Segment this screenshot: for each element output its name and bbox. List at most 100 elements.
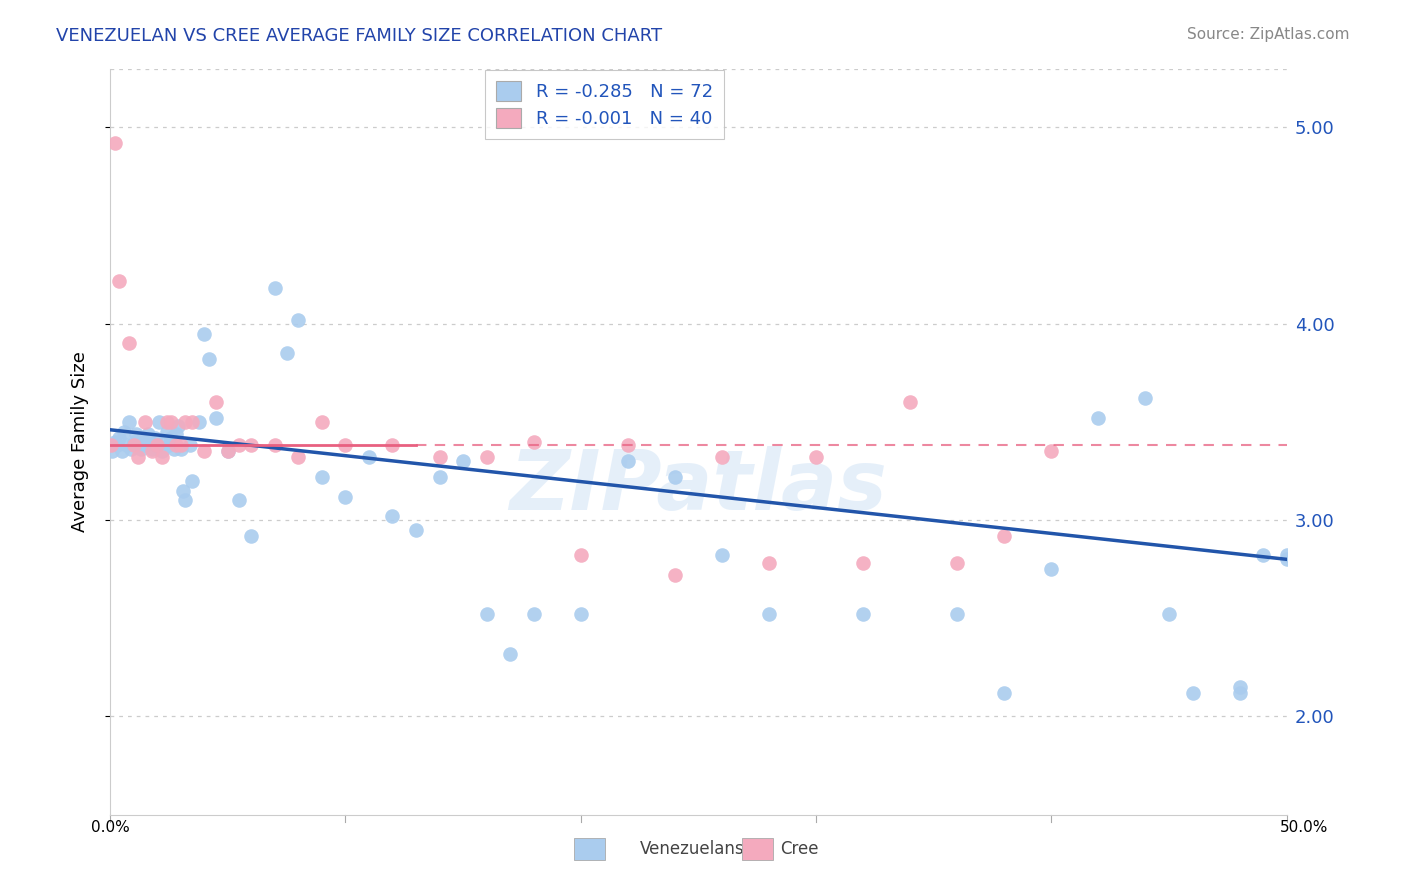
Point xyxy=(155,425,177,439)
Point xyxy=(523,434,546,449)
Point xyxy=(167,418,190,433)
Point xyxy=(125,426,148,441)
Text: 0.0%: 0.0% xyxy=(91,821,131,835)
Point xyxy=(758,607,780,622)
Text: Cree: Cree xyxy=(780,840,818,858)
Text: 50.0%: 50.0% xyxy=(1281,821,1329,835)
Point xyxy=(181,415,204,429)
Point xyxy=(1229,680,1251,694)
Point xyxy=(475,607,498,622)
Point xyxy=(263,281,285,295)
Point xyxy=(127,438,149,452)
Point xyxy=(157,438,180,452)
Point xyxy=(150,444,173,458)
Point xyxy=(122,434,145,449)
Point xyxy=(357,450,380,465)
Point xyxy=(193,326,215,341)
Point xyxy=(263,438,285,452)
Point xyxy=(205,395,228,409)
Point xyxy=(193,444,215,458)
Point xyxy=(100,438,122,452)
Point xyxy=(172,483,194,498)
Point xyxy=(169,442,191,457)
Point xyxy=(228,438,250,452)
Point xyxy=(122,438,145,452)
Point xyxy=(1087,411,1109,425)
Point xyxy=(1157,607,1180,622)
Point xyxy=(852,607,875,622)
Point xyxy=(451,454,474,468)
Point xyxy=(146,438,169,452)
Point xyxy=(335,490,357,504)
Point xyxy=(136,426,159,441)
Point xyxy=(143,431,166,445)
Point xyxy=(664,470,686,484)
Point xyxy=(228,493,250,508)
Text: ZIPatlas: ZIPatlas xyxy=(509,446,887,527)
Point xyxy=(153,434,176,449)
Point xyxy=(148,415,170,429)
Point xyxy=(993,529,1015,543)
Point xyxy=(134,438,156,452)
Point xyxy=(120,442,142,457)
Point xyxy=(205,411,228,425)
Point xyxy=(1040,444,1063,458)
Point xyxy=(287,313,309,327)
Point xyxy=(1275,549,1298,563)
Point xyxy=(1135,392,1157,406)
Point xyxy=(993,686,1015,700)
Point xyxy=(852,556,875,570)
Point xyxy=(174,493,197,508)
Text: Source: ZipAtlas.com: Source: ZipAtlas.com xyxy=(1187,27,1350,42)
Point xyxy=(710,549,733,563)
Point xyxy=(311,415,333,429)
Text: Venezuelans: Venezuelans xyxy=(640,840,744,858)
Point xyxy=(335,438,357,452)
Point xyxy=(155,415,177,429)
Point xyxy=(664,568,686,582)
Point xyxy=(804,450,827,465)
Point xyxy=(710,450,733,465)
Point xyxy=(381,438,404,452)
Y-axis label: Average Family Size: Average Family Size xyxy=(72,351,89,532)
Point xyxy=(101,444,124,458)
Point xyxy=(115,438,138,452)
Point xyxy=(217,444,239,458)
Point xyxy=(179,438,201,452)
Point xyxy=(1181,686,1204,700)
Point xyxy=(118,415,141,429)
Point xyxy=(569,549,592,563)
Point xyxy=(160,431,183,445)
Point xyxy=(181,474,204,488)
Point xyxy=(198,352,221,367)
Point xyxy=(160,415,183,429)
Point xyxy=(1251,549,1274,563)
Point xyxy=(429,450,451,465)
Point xyxy=(287,450,309,465)
Point xyxy=(217,444,239,458)
Point xyxy=(169,438,191,452)
Point xyxy=(127,450,149,465)
Point xyxy=(758,556,780,570)
Point xyxy=(105,438,128,452)
Point xyxy=(311,470,333,484)
Point xyxy=(475,450,498,465)
Point xyxy=(111,444,134,458)
Point xyxy=(165,426,187,441)
Point xyxy=(381,509,404,524)
Point xyxy=(118,336,141,351)
Point xyxy=(240,438,263,452)
Point xyxy=(569,607,592,622)
Point xyxy=(946,607,969,622)
Point xyxy=(104,434,127,449)
Point xyxy=(240,529,263,543)
Point xyxy=(150,450,173,465)
Point xyxy=(104,136,127,150)
Legend: R = -0.285   N = 72, R = -0.001   N = 40: R = -0.285 N = 72, R = -0.001 N = 40 xyxy=(485,70,724,139)
Point xyxy=(523,607,546,622)
Point xyxy=(946,556,969,570)
Text: VENEZUELAN VS CREE AVERAGE FAMILY SIZE CORRELATION CHART: VENEZUELAN VS CREE AVERAGE FAMILY SIZE C… xyxy=(56,27,662,45)
Point xyxy=(616,454,638,468)
Point xyxy=(134,415,156,429)
Point xyxy=(146,438,169,452)
